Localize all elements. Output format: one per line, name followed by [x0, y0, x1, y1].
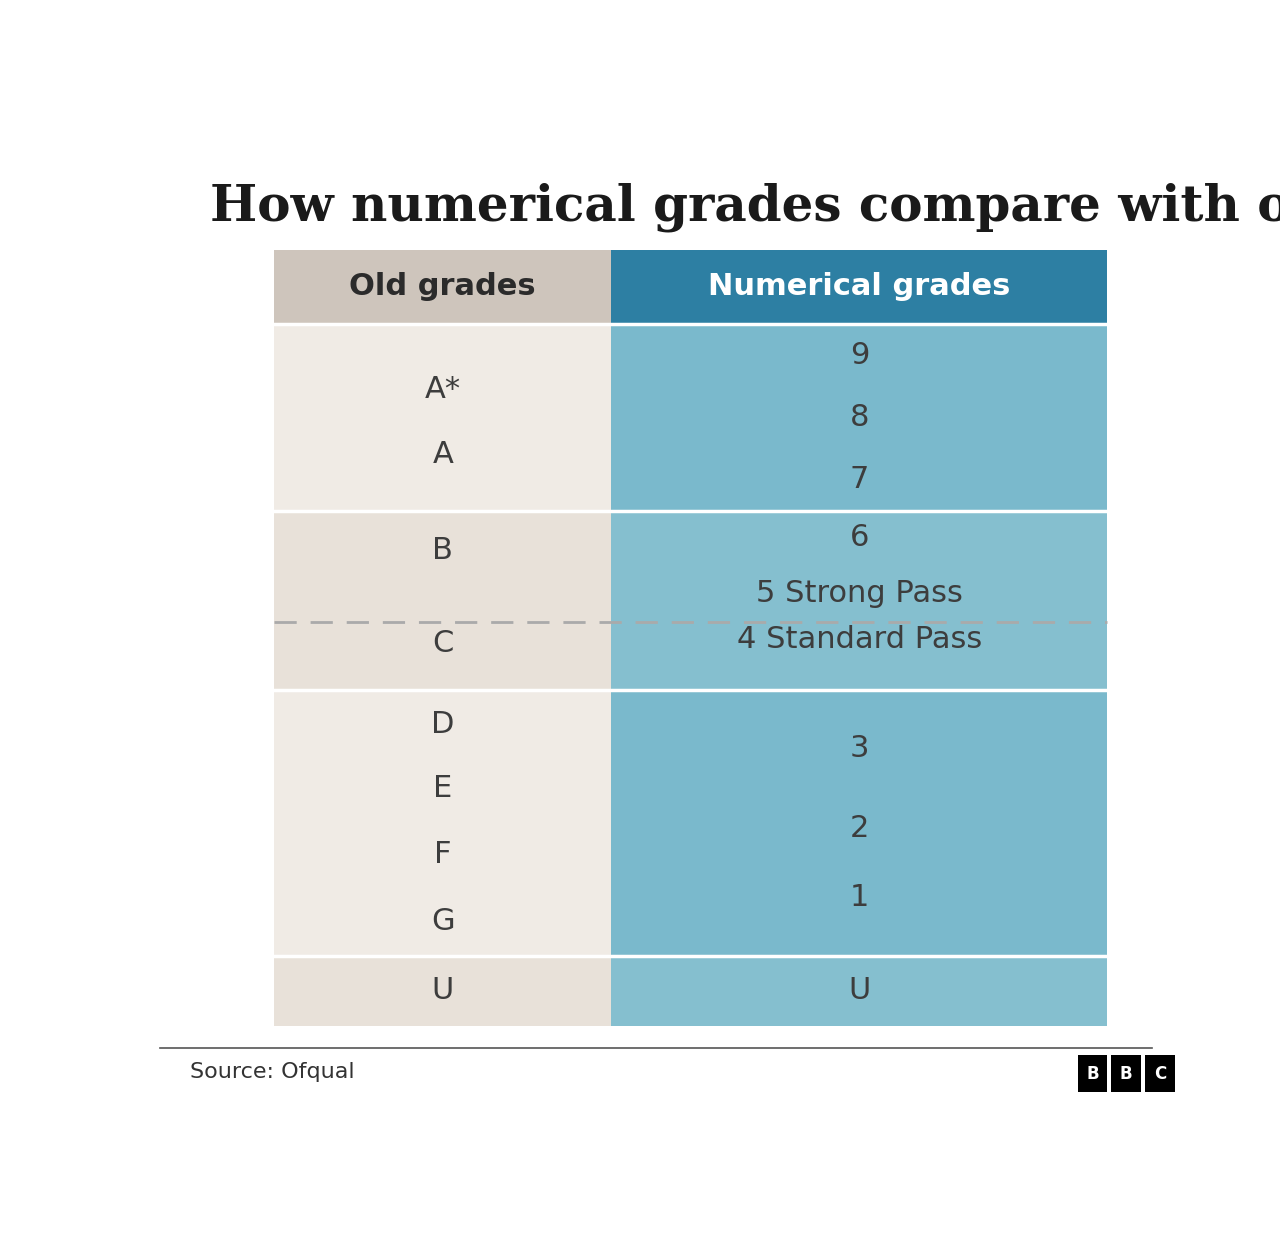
Bar	[274, 955, 612, 1026]
Bar	[274, 250, 612, 323]
Bar	[1078, 1055, 1107, 1092]
Text: Numerical grades: Numerical grades	[708, 272, 1010, 301]
Bar	[612, 250, 1107, 323]
Text: 3: 3	[850, 734, 869, 763]
Text: C: C	[1153, 1065, 1166, 1082]
Text: 9: 9	[850, 341, 869, 369]
Bar	[612, 323, 1107, 511]
Bar	[274, 511, 612, 690]
Bar	[274, 323, 612, 511]
Bar	[612, 955, 1107, 1026]
Text: A: A	[433, 440, 453, 469]
Bar	[612, 511, 1107, 690]
Text: D: D	[431, 710, 454, 739]
Text: U: U	[849, 977, 870, 1005]
Text: 8: 8	[850, 403, 869, 432]
Bar	[1146, 1055, 1175, 1092]
Text: C: C	[433, 629, 453, 658]
Text: Old grades: Old grades	[349, 272, 536, 301]
Text: B: B	[433, 536, 453, 565]
Bar	[612, 690, 1107, 955]
Text: A*: A*	[425, 374, 461, 404]
Text: U: U	[431, 977, 454, 1005]
Text: G: G	[431, 907, 454, 935]
Text: 2: 2	[850, 814, 869, 842]
Text: F: F	[434, 841, 452, 870]
Bar	[274, 690, 612, 955]
Text: 6: 6	[850, 524, 869, 552]
Text: How numerical grades compare with old ones: How numerical grades compare with old on…	[210, 183, 1280, 233]
Text: 1: 1	[850, 883, 869, 912]
Text: B: B	[1120, 1065, 1133, 1082]
Text: B: B	[1087, 1065, 1098, 1082]
Bar	[1111, 1055, 1140, 1092]
Text: E: E	[433, 774, 452, 802]
Text: 4 Standard Pass: 4 Standard Pass	[737, 626, 982, 654]
Text: Source: Ofqual: Source: Ofqual	[189, 1062, 355, 1082]
Text: 7: 7	[850, 465, 869, 494]
Text: 5 Strong Pass: 5 Strong Pass	[756, 578, 963, 608]
